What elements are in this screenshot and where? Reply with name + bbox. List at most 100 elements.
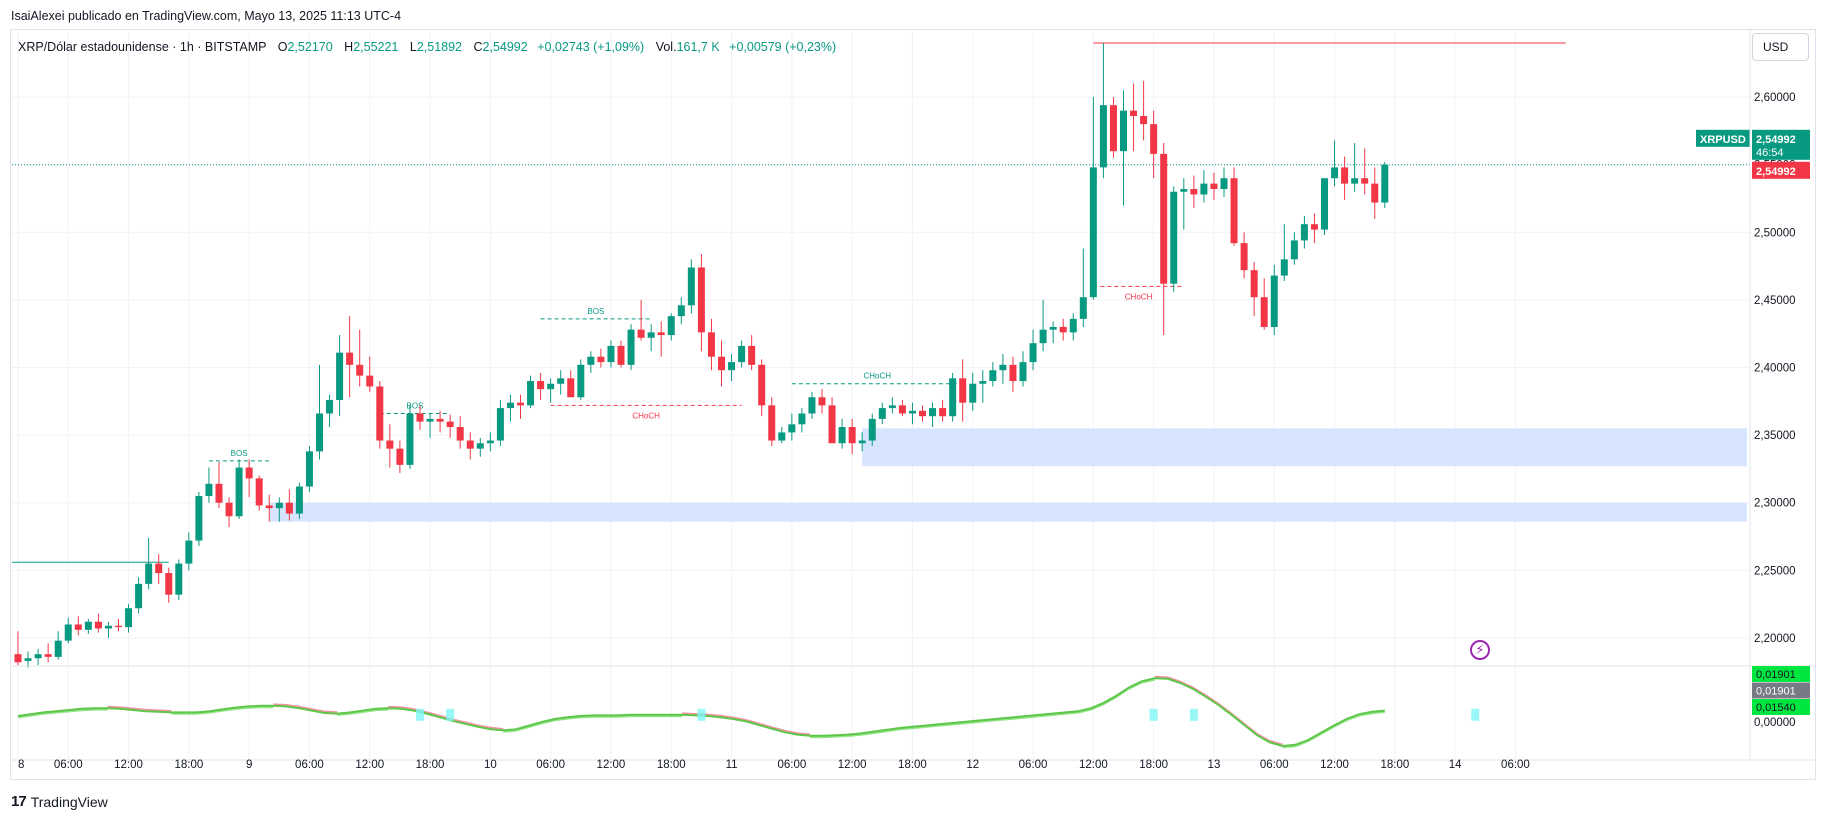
symbol-badge (1696, 129, 1750, 147)
time-tick-label: 18:00 (657, 759, 686, 771)
candle-body (456, 427, 464, 441)
candle-body (376, 386, 384, 441)
candle-body (999, 364, 1007, 371)
candle-body (185, 540, 193, 564)
time-tick-label: 9 (246, 759, 252, 771)
candle-body (1190, 189, 1198, 195)
time-tick-label: 11 (726, 759, 738, 771)
candle-body (728, 362, 736, 371)
price-tick-label: 2,50000 (1754, 227, 1796, 239)
last-price-badge-text: 2,54992 (1756, 134, 1796, 146)
oscillator-badge-text: 0,01540 (1756, 702, 1796, 714)
candle-body (537, 381, 545, 390)
candle-body (607, 345, 615, 363)
candle-body (356, 364, 364, 376)
candle-body (366, 375, 374, 387)
symbol-badge-text: XRPUSD (1700, 134, 1746, 146)
candle-body (1180, 189, 1188, 192)
candle-body (969, 383, 977, 403)
volume-change: +0,00579 (+0,23%) (729, 40, 837, 54)
time-tick-label: 12:00 (838, 759, 867, 771)
oscillator-badge (1752, 666, 1810, 682)
tradingview-logo[interactable]: 17 TradingView (11, 793, 108, 810)
candle-body (939, 408, 947, 417)
candle-body (326, 399, 334, 414)
candle-body (758, 364, 766, 406)
candle-body (1019, 362, 1027, 382)
candle-body (64, 624, 72, 641)
candle-body (195, 495, 203, 541)
structure-break-label: BOS (407, 401, 424, 410)
candle-body (1280, 259, 1288, 276)
candle-body (1371, 183, 1379, 203)
bid-price-badge (1752, 161, 1810, 179)
candle-body (1039, 329, 1047, 344)
candle-body (1059, 326, 1067, 333)
high-label: H (344, 40, 354, 54)
time-tick-label: 14 (1449, 759, 1462, 771)
candle-body (567, 378, 575, 398)
candle-body (225, 502, 233, 517)
candle-body (1300, 224, 1308, 241)
order-block-zone (269, 502, 1747, 522)
candle-body (416, 413, 424, 422)
candle-body (104, 625, 112, 629)
oscillator-badge (1752, 699, 1810, 715)
oscillator-badge-text: 0,01901 (1756, 669, 1796, 681)
signal-marker (1471, 708, 1480, 721)
candle-body (175, 563, 183, 595)
time-tick-label: 12:00 (355, 759, 384, 771)
time-tick-label: 06:00 (295, 759, 324, 771)
oscillator-badge (1752, 682, 1810, 699)
time-tick-label: 06:00 (1019, 759, 1048, 771)
candle-body (1260, 297, 1268, 327)
close-value: 2,54992 (482, 40, 528, 54)
time-tick-label: 18:00 (898, 759, 927, 771)
candle-body (637, 329, 645, 338)
currency-selector[interactable]: USD (1752, 33, 1809, 61)
price-tick-label: 2,60000 (1754, 92, 1796, 104)
candle-body (707, 332, 715, 357)
structure-break-label: CHoCH (863, 372, 891, 381)
candle-body (929, 408, 937, 417)
candle-body (14, 654, 22, 663)
candle-body (1270, 275, 1278, 327)
candle-body (205, 483, 213, 496)
candle-body (1120, 110, 1127, 152)
volume-value: 161,7 K (676, 40, 720, 54)
candle-body (1331, 167, 1339, 179)
candle-body (908, 410, 916, 414)
candle-body (1099, 105, 1107, 168)
lightning-icon[interactable]: ⚡ (1470, 640, 1490, 660)
time-tick-label: 8 (18, 759, 24, 771)
candle-body (145, 563, 153, 584)
candle-body (1009, 364, 1017, 382)
candle-body (748, 345, 756, 365)
candle-body (798, 413, 806, 425)
candle-body (1230, 178, 1238, 244)
price-tick-label: 2,35000 (1754, 430, 1796, 442)
symbol-label[interactable]: XRP/Dólar estadounidense · 1h · BITSTAMP (18, 40, 267, 54)
candle-body (436, 418, 444, 422)
candle-body (135, 583, 143, 609)
candle-body (838, 427, 846, 444)
candle-body (1089, 167, 1097, 298)
candle-body (406, 413, 414, 465)
bid-price-badge-text: 2,54992 (1756, 166, 1796, 178)
time-tick-label: 13 (1208, 759, 1221, 771)
candle-body (285, 502, 293, 514)
candle-body (1361, 178, 1369, 184)
low-value: 2,51892 (416, 40, 462, 54)
candle-body (868, 418, 876, 441)
candle-body (687, 267, 695, 306)
structure-break-label: BOS (587, 307, 604, 316)
candle-body (54, 640, 62, 657)
candle-body (898, 405, 906, 414)
structure-break-label: CHoCH (632, 411, 660, 420)
volume-label: Vol. (655, 40, 677, 54)
time-tick-label: 06:00 (536, 759, 565, 771)
candle-body (517, 402, 524, 406)
time-tick-label: 18:00 (1139, 759, 1168, 771)
signal-marker (697, 708, 706, 721)
